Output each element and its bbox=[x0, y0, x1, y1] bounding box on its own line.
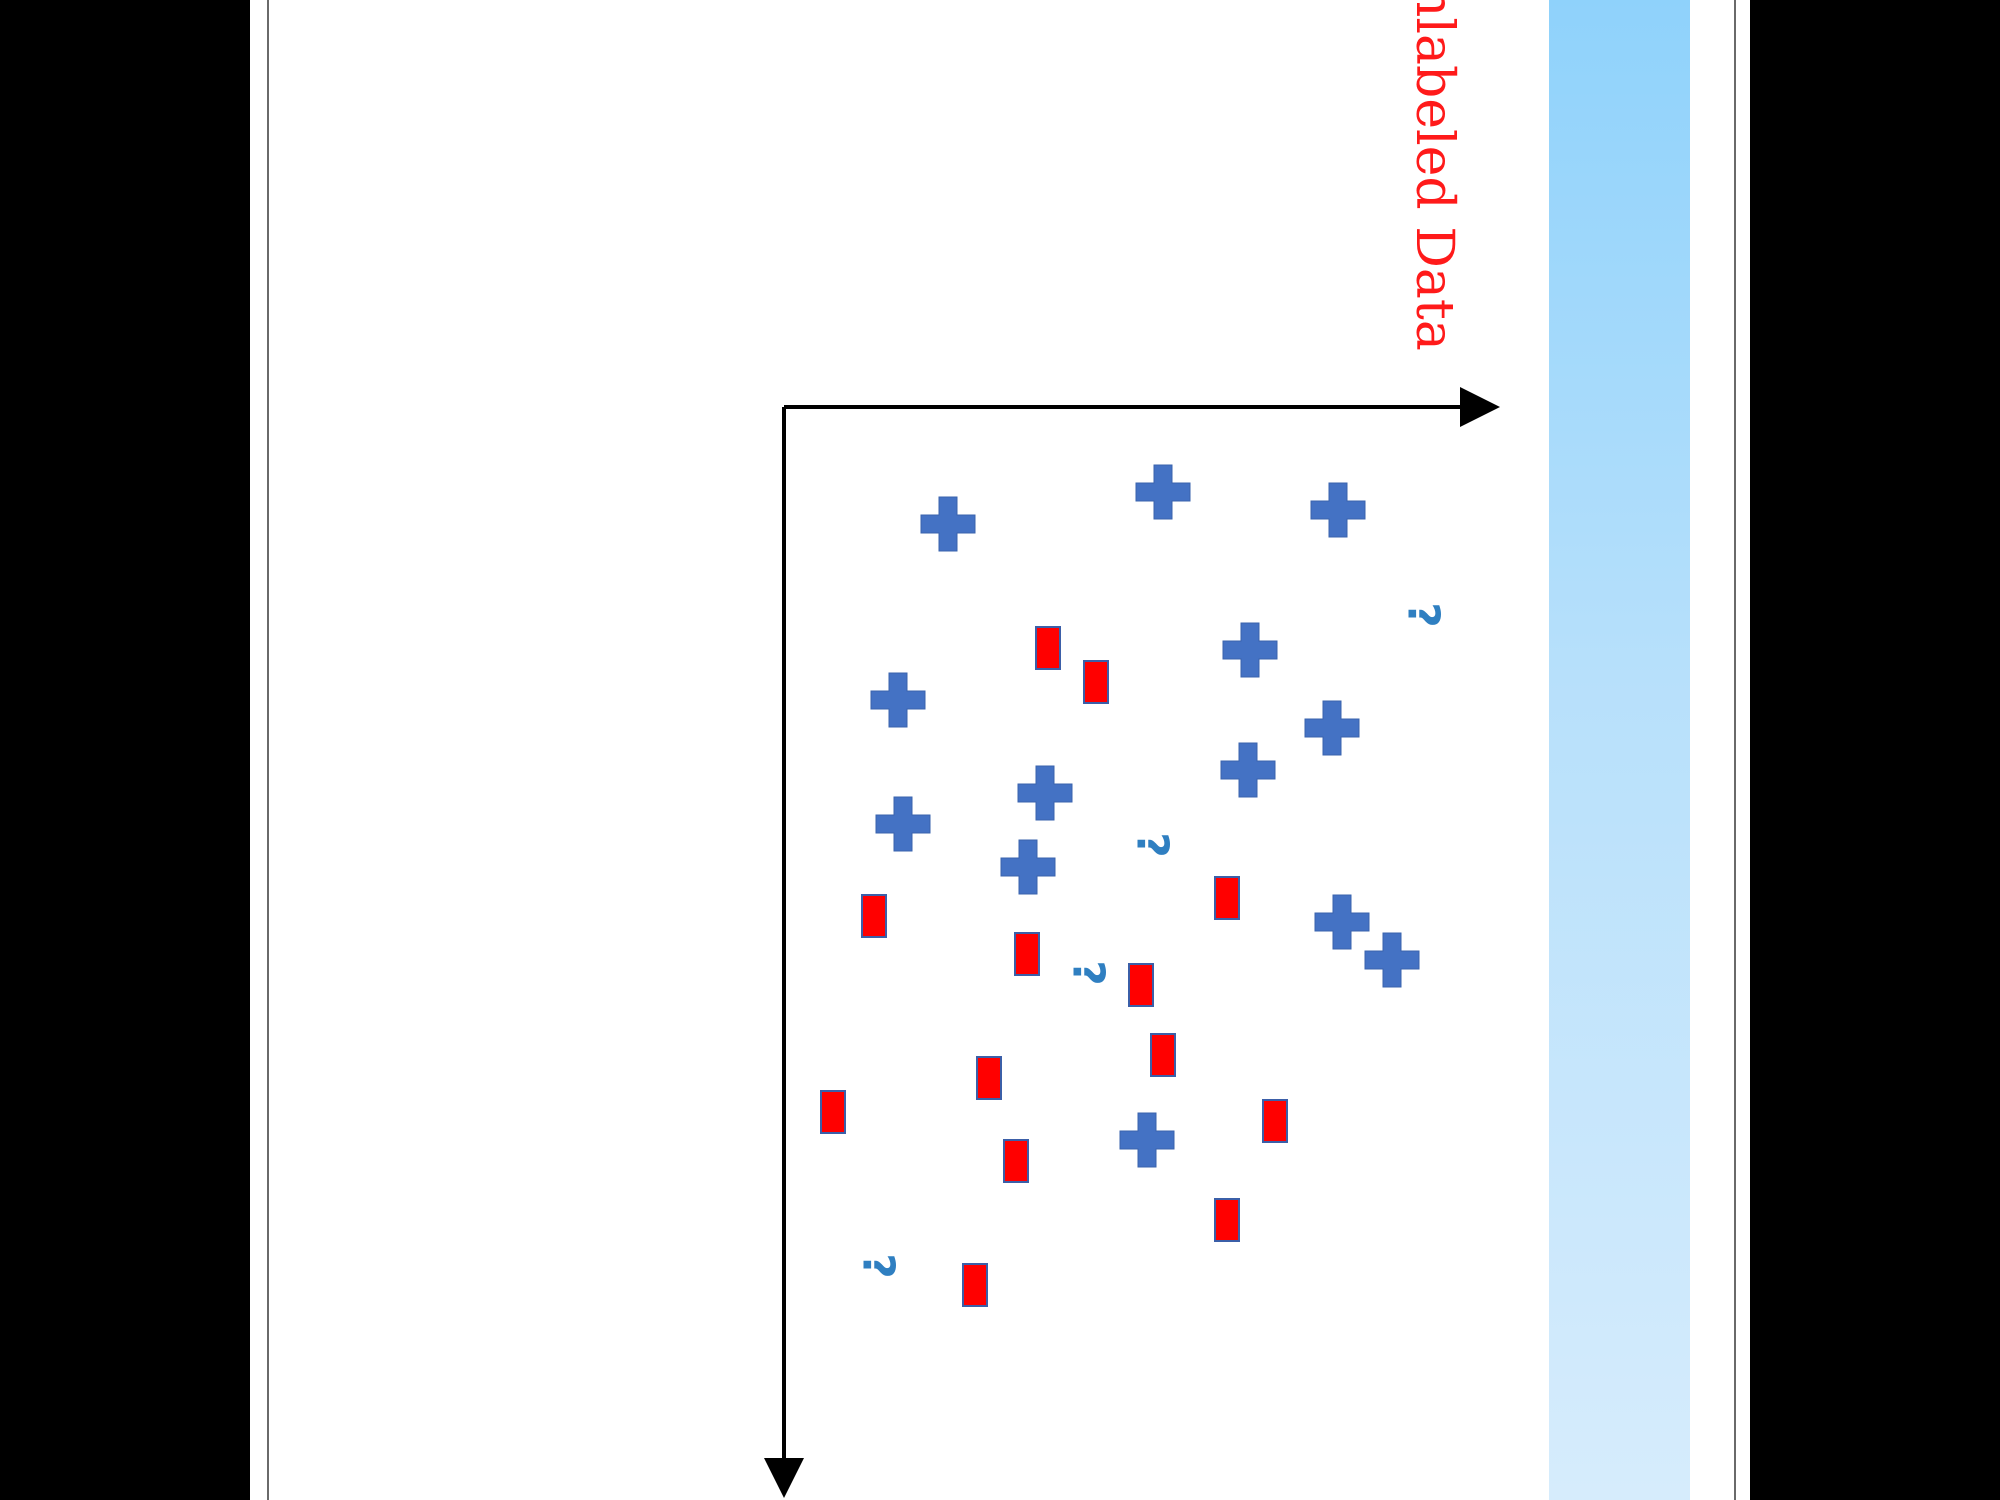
plus-mark bbox=[1220, 742, 1276, 798]
plus-mark bbox=[870, 672, 926, 728]
plus-mark bbox=[1222, 622, 1278, 678]
plus-mark bbox=[1017, 765, 1073, 821]
minus-mark bbox=[1035, 626, 1061, 670]
plus-mark bbox=[1000, 839, 1056, 895]
minus-mark bbox=[1128, 963, 1154, 1007]
minus-mark bbox=[861, 894, 887, 938]
plus-mark bbox=[1314, 894, 1370, 950]
data-marks: ???? bbox=[820, 464, 1449, 1307]
unknown-mark: ? bbox=[1063, 960, 1114, 986]
minus-mark bbox=[1083, 660, 1109, 704]
minus-mark bbox=[976, 1056, 1002, 1100]
minus-mark bbox=[1262, 1099, 1288, 1143]
minus-mark bbox=[1003, 1139, 1029, 1183]
plus-mark bbox=[875, 796, 931, 852]
slide: Unlabeled Data ???? bbox=[250, 0, 1750, 1500]
minus-mark bbox=[1214, 1198, 1240, 1242]
unknown-mark: ? bbox=[1398, 602, 1449, 628]
minus-mark bbox=[1150, 1033, 1176, 1077]
slide-title: Unlabeled Data bbox=[1404, 0, 1464, 351]
plus-mark bbox=[1119, 1112, 1175, 1168]
plus-mark bbox=[1135, 464, 1191, 520]
scatter-diagram: ???? bbox=[764, 387, 1500, 1498]
minus-mark bbox=[1214, 876, 1240, 920]
plus-mark bbox=[1364, 932, 1420, 988]
plus-mark bbox=[920, 496, 976, 552]
unknown-mark: ? bbox=[1127, 832, 1178, 858]
minus-mark bbox=[820, 1090, 846, 1134]
plus-mark bbox=[1310, 482, 1366, 538]
decorative-band bbox=[1549, 0, 1690, 1500]
unknown-mark: ? bbox=[853, 1253, 904, 1279]
slide-border-left bbox=[267, 0, 269, 1500]
plus-mark bbox=[1304, 700, 1360, 756]
slide-border-right bbox=[1734, 0, 1736, 1500]
minus-mark bbox=[962, 1263, 988, 1307]
minus-mark bbox=[1014, 932, 1040, 976]
